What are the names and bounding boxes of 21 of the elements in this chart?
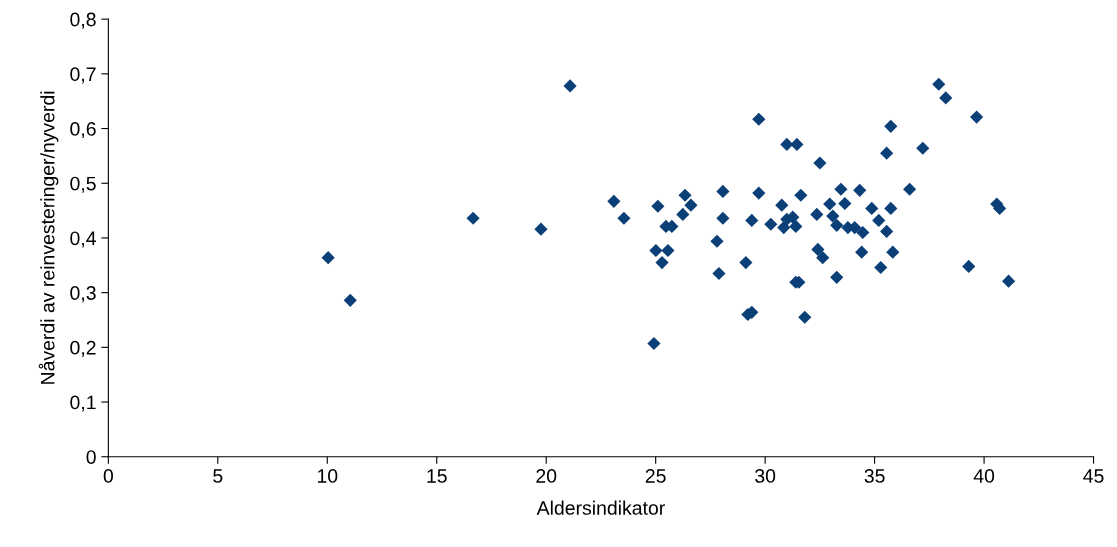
y-tick-label: 0,2 bbox=[70, 340, 96, 357]
x-tick-label: 5 bbox=[213, 469, 223, 483]
y-tick-label: 0,6 bbox=[70, 122, 96, 139]
y-tick-label: 0,5 bbox=[70, 176, 96, 193]
x-axis-title: Aldersindikator bbox=[536, 500, 665, 515]
x-tick-label: 35 bbox=[864, 469, 885, 483]
y-tick-label: 0,7 bbox=[70, 67, 96, 84]
y-axis-title: Nåverdi av reinvesteringer/nyverdi bbox=[38, 91, 59, 384]
x-tick-label: 0 bbox=[103, 469, 113, 483]
x-tick-label: 45 bbox=[1083, 469, 1104, 483]
x-tick-label: 40 bbox=[973, 469, 995, 483]
x-tick-label: 25 bbox=[645, 469, 666, 483]
y-tick-label: 0,3 bbox=[70, 286, 96, 303]
y-tick-label: 0 bbox=[86, 450, 96, 464]
x-tick-label: 20 bbox=[536, 469, 557, 483]
y-tick-label: 0,8 bbox=[70, 12, 96, 29]
x-tick-label: 30 bbox=[755, 469, 776, 483]
x-tick-label: 15 bbox=[427, 469, 447, 483]
y-tick-label: 0,4 bbox=[70, 231, 96, 248]
y-tick-label: 0,1 bbox=[70, 395, 96, 412]
x-tick-label: 10 bbox=[317, 469, 338, 483]
